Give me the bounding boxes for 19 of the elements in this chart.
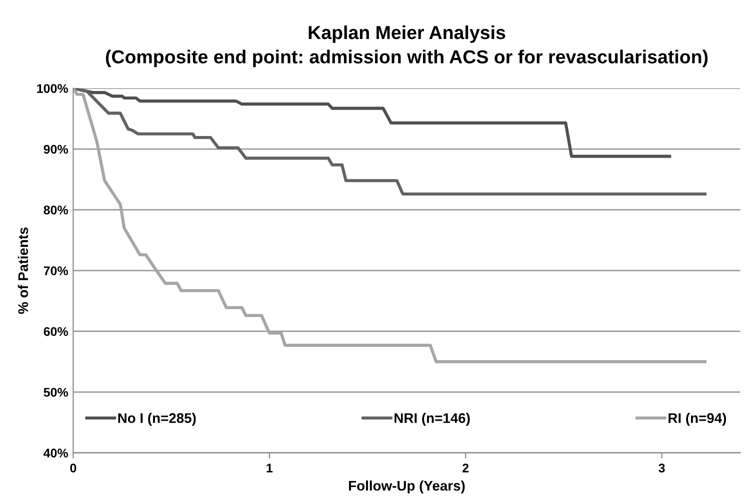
line-series [73, 88, 706, 364]
line-series [73, 88, 706, 196]
chart-title: Kaplan Meier Analysis (Composite end point: admission with ACS or for revascularisation) [106, 25, 708, 68]
x-tick-label: 2 [462, 464, 469, 472]
legend-label: No I (n=285) [118, 412, 196, 426]
y-tick-label: 80% [44, 206, 68, 214]
x-tick-label: 1 [266, 464, 273, 472]
y-tick-label: 50% [44, 388, 68, 397]
legend-label: NRI (n=146) [394, 412, 470, 426]
y-tick-label: 90% [44, 144, 68, 154]
x-axis-title: Follow-Up (Years) [349, 480, 465, 494]
y-tick-label: 70% [44, 266, 68, 276]
y-tick-label: 40% [44, 448, 68, 458]
legend-label: RI (n=94) [668, 412, 726, 426]
y-axis-title: % of Patients [18, 228, 28, 314]
x-tick-label: 0 [70, 464, 76, 472]
y-tick-label: 100% [37, 84, 68, 93]
x-tick-label: 3 [658, 464, 665, 472]
y-tick-label: 60% [44, 327, 68, 336]
